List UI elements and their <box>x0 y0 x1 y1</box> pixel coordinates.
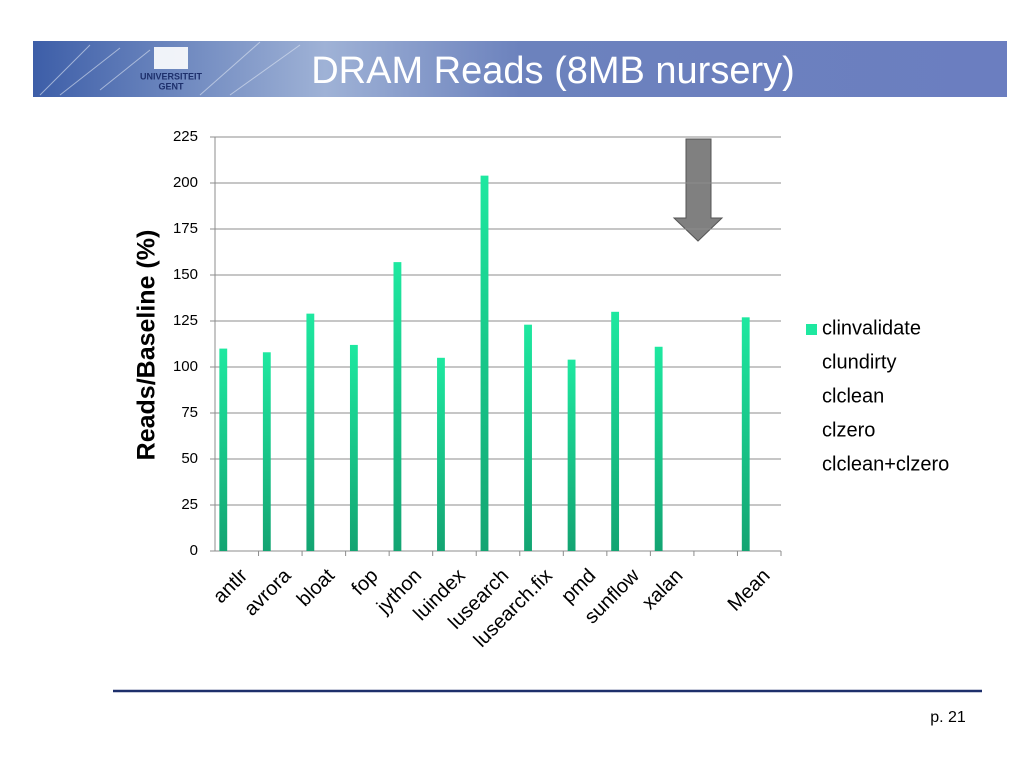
slide-title: DRAM Reads (8MB nursery) <box>311 50 795 92</box>
y-tick-label: 100 <box>173 358 198 375</box>
x-tick-label: avrora <box>240 564 296 620</box>
y-tick-label: 125 <box>173 312 198 329</box>
y-axis-title: Reads/Baseline (%) <box>133 230 161 461</box>
arrow <box>672 138 724 242</box>
x-tick-label: fop <box>347 565 382 600</box>
bar <box>480 175 489 551</box>
x-tick-label: Mean <box>724 565 775 616</box>
logo-text: UNIVERSITEIT <box>140 71 203 81</box>
bar <box>567 359 576 551</box>
y-tick-label: 200 <box>173 174 198 191</box>
legend-label: clundirty <box>822 351 896 373</box>
header-band <box>33 41 1007 97</box>
y-tick-label: 175 <box>173 220 198 237</box>
x-tick-label: xalan <box>638 565 687 614</box>
y-tick-label: 75 <box>181 404 198 421</box>
legend-label: clclean+clzero <box>822 453 949 475</box>
logo-text: GENT <box>158 81 184 91</box>
bar <box>219 348 228 551</box>
bar <box>741 317 750 551</box>
bar <box>306 313 315 551</box>
bar <box>611 311 620 551</box>
logo-icon <box>154 47 188 69</box>
bar <box>654 346 663 551</box>
y-tick-label: 225 <box>173 128 198 145</box>
bar <box>349 344 358 551</box>
page-number: p. 21 <box>930 709 966 726</box>
y-tick-label: 0 <box>190 542 198 559</box>
y-tick-label: 50 <box>181 450 198 467</box>
y-tick-label: 25 <box>181 496 198 513</box>
header-texture <box>39 41 301 96</box>
bar <box>262 352 271 551</box>
bar <box>437 357 445 551</box>
bar <box>524 324 532 551</box>
x-tick-label: bloat <box>293 564 340 611</box>
legend-label: clinvalidate <box>822 317 921 339</box>
y-tick-label: 150 <box>173 266 198 283</box>
legend-label: clclean <box>822 385 884 407</box>
legend-swatch <box>806 324 817 335</box>
legend-label: clzero <box>822 419 875 441</box>
bar <box>393 262 402 551</box>
